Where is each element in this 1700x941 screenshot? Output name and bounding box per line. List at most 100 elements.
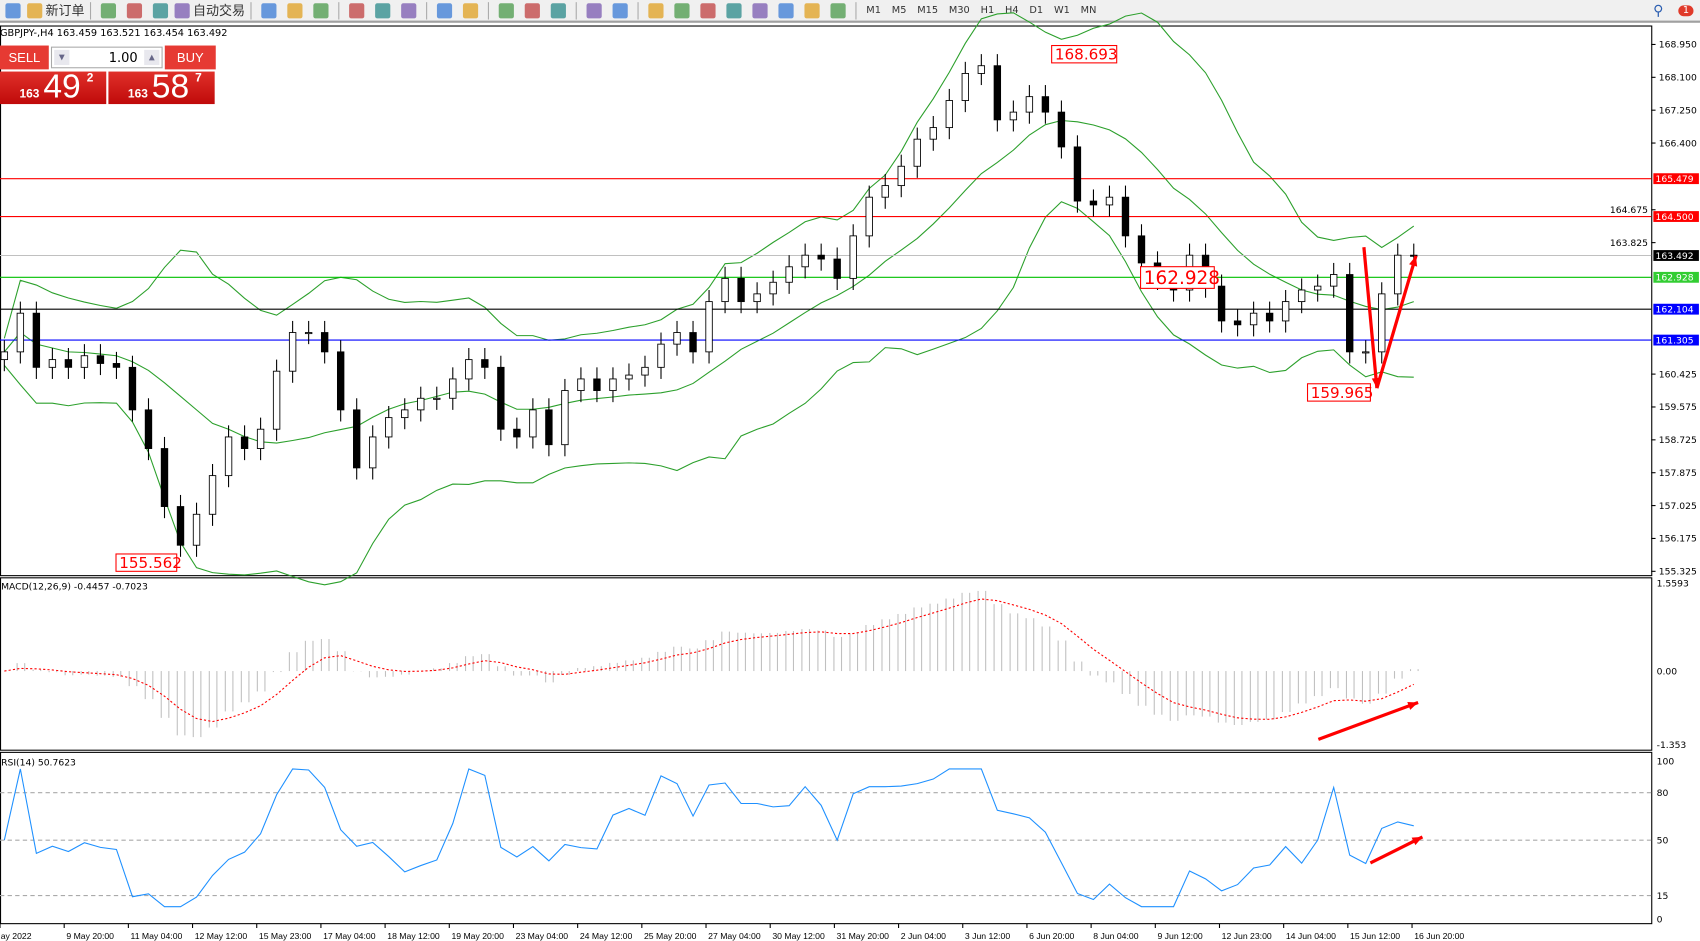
candle-bear (128, 366, 137, 411)
ask-sup: 7 (195, 71, 202, 85)
price-tick-label: 168.950 (1659, 40, 1697, 51)
candle-bear (1410, 254, 1418, 257)
timeframe-mn[interactable]: MN (1080, 4, 1097, 16)
candle-bull (897, 165, 905, 187)
candle-bull (433, 397, 441, 400)
rsi-panel (0, 751, 1653, 925)
candle-bear (1346, 274, 1354, 353)
price-tick-label: 156.175 (1659, 534, 1697, 545)
candle-bull (625, 374, 633, 380)
crosshair-icon[interactable] (608, 1, 632, 21)
candle-bear (1041, 96, 1050, 113)
fibo-fan-icon[interactable] (748, 1, 772, 21)
timeframe-m15[interactable]: M15 (917, 4, 939, 16)
autotrade-icon[interactable]: 自动交易 (174, 1, 245, 21)
search-icon[interactable]: ⚲ (1653, 2, 1664, 19)
macd-arrow (1317, 700, 1419, 741)
timeframe-m30[interactable]: M30 (948, 4, 970, 16)
toolbar-separator (637, 1, 639, 19)
bar-chart-icon[interactable] (257, 1, 281, 21)
candle-bear (64, 359, 73, 368)
candle-bull (673, 332, 681, 345)
zoom-icon[interactable] (1, 1, 25, 21)
candle-bull (785, 266, 793, 283)
candle-bear (32, 312, 41, 368)
candle-bull (577, 378, 585, 391)
new-order-icon[interactable]: 新订单 (27, 1, 85, 21)
chart-shift-icon[interactable] (459, 1, 483, 21)
ask-price[interactable]: 163 58 7 (108, 67, 215, 105)
zoom-in-icon[interactable] (345, 1, 369, 21)
cursor-icon[interactable] (582, 1, 606, 21)
candle-bull (705, 301, 713, 353)
timeframe-d1[interactable]: D1 (1029, 4, 1044, 16)
indicators-icon[interactable] (494, 1, 518, 21)
candle-bull (641, 366, 649, 376)
bid-price[interactable]: 163 49 2 (0, 67, 107, 105)
candle-bull (1281, 301, 1290, 322)
candle-bear (320, 332, 329, 353)
candle-bull (529, 409, 537, 438)
price-tick-label: 167.250 (1659, 105, 1697, 116)
time-label: 6 Jun 20:00 (1029, 931, 1074, 941)
time-label: 23 May 04:00 (516, 931, 569, 941)
tile-windows-icon[interactable] (397, 1, 421, 21)
band-lower (3, 201, 1414, 586)
down-arrow (1362, 247, 1379, 389)
fibonacci-icon[interactable] (722, 1, 746, 21)
auto-scroll-icon[interactable] (433, 1, 457, 21)
new-order-label: 新订单 (45, 3, 85, 19)
candle-bull (1394, 254, 1402, 295)
candlestick-icon[interactable] (283, 1, 307, 21)
candle-bull (224, 436, 233, 477)
candle-bear (497, 366, 505, 430)
price-annotation: 162.928 (1144, 268, 1220, 289)
data-window-icon[interactable] (123, 1, 147, 21)
periods-icon[interactable] (520, 1, 544, 21)
timeframe-m1[interactable]: M1 (866, 4, 881, 16)
level-label: 163.492 (1656, 251, 1694, 262)
candle-bull (1330, 274, 1338, 287)
zoom-out-icon[interactable] (371, 1, 395, 21)
text-icon[interactable] (774, 1, 798, 21)
candle-bull (881, 185, 889, 198)
templates-icon[interactable] (546, 1, 570, 21)
market-watch-icon[interactable] (97, 1, 121, 21)
timeframe-h1[interactable]: H1 (980, 4, 995, 16)
trendline-icon[interactable] (696, 1, 720, 21)
sell-button[interactable]: SELL (0, 45, 49, 70)
candle-bear (1089, 200, 1098, 206)
candle-bull (401, 409, 409, 419)
candle-bull (801, 254, 809, 268)
arrows-icon[interactable] (826, 1, 850, 21)
candle-bear (737, 277, 745, 303)
text-label-icon[interactable] (800, 1, 824, 21)
timeframe-m5[interactable]: M5 (891, 4, 907, 16)
lot-increase-icon[interactable]: ▲ (144, 49, 160, 66)
lot-size-input[interactable]: ▼ 1.00 ▲ (50, 46, 163, 69)
bid-small: 163 (19, 87, 40, 101)
macd-tick: 0.00 (1657, 666, 1678, 677)
notifications-badge[interactable]: 1 (1678, 5, 1694, 17)
vertical-line-icon[interactable] (644, 1, 668, 21)
candle-bull (288, 332, 297, 372)
time-label: 19 May 20:00 (451, 931, 504, 941)
candle-bull (865, 196, 873, 237)
time-label: 8 Jun 04:00 (1093, 931, 1138, 941)
timeframe-w1[interactable]: W1 (1053, 4, 1070, 16)
candle-bear (513, 428, 521, 438)
horizontal-line-icon[interactable] (670, 1, 694, 21)
price-annotation-box (1306, 383, 1371, 402)
line-chart-icon[interactable] (309, 1, 333, 21)
navigator-icon[interactable] (149, 1, 173, 21)
toolbar-separator (250, 1, 252, 19)
price-tick-label: 155.325 (1659, 567, 1697, 578)
timeframe-h4[interactable]: H4 (1005, 4, 1019, 16)
up-arrow (1375, 255, 1418, 389)
buy-button[interactable]: BUY (164, 45, 216, 70)
price-annotation: 168.693 (1055, 46, 1118, 64)
toolbar-separator (855, 1, 857, 19)
lot-decrease-icon[interactable]: ▼ (54, 49, 70, 66)
candle-bull (1362, 351, 1370, 354)
